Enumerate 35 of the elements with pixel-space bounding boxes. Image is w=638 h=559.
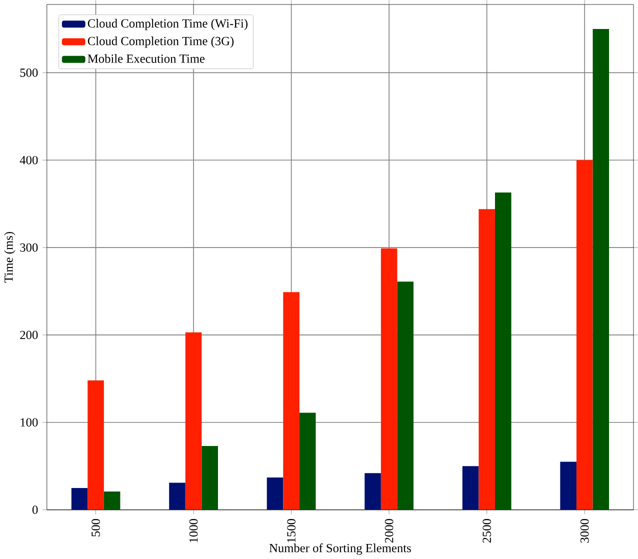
bar xyxy=(397,282,414,510)
legend-label: Mobile Execution Time xyxy=(88,54,205,63)
bar xyxy=(71,488,88,510)
bar xyxy=(576,160,593,510)
x-tick-label: 2000 xyxy=(384,519,394,543)
x-axis-title: Number of Sorting Elements xyxy=(269,543,411,555)
bar xyxy=(462,466,479,510)
bar xyxy=(299,412,316,510)
bar xyxy=(185,332,202,510)
y-tick-label: 100 xyxy=(20,418,38,427)
bar xyxy=(202,446,218,510)
bar xyxy=(560,462,576,510)
y-tick-label: 200 xyxy=(20,330,38,340)
bar xyxy=(266,478,284,510)
bar xyxy=(283,292,300,510)
x-tick-label: 3000 xyxy=(580,519,589,543)
x-tick-label: 2500 xyxy=(482,519,492,543)
y-tick-label: 300 xyxy=(20,243,38,252)
y-tick-label: 500 xyxy=(20,68,38,77)
bar xyxy=(478,209,495,510)
x-tick-label: 500 xyxy=(92,519,100,536)
y-tick-label: 0 xyxy=(32,506,38,514)
x-tick-label: 1000 xyxy=(189,519,198,542)
bar xyxy=(592,29,610,510)
y-tick-label: 400 xyxy=(20,156,38,164)
bar xyxy=(88,380,104,510)
x-tick-label: 1500 xyxy=(287,519,296,542)
bar xyxy=(364,473,381,510)
bar xyxy=(169,482,186,510)
y-axis-title: Time (ms) xyxy=(4,232,16,283)
legend-label: Cloud Completion Time (Wi-Fi) xyxy=(88,18,248,30)
bar xyxy=(380,248,398,510)
legend-label: Cloud Completion Time (3G) xyxy=(88,36,234,48)
bar xyxy=(104,492,120,510)
bar xyxy=(494,192,512,510)
